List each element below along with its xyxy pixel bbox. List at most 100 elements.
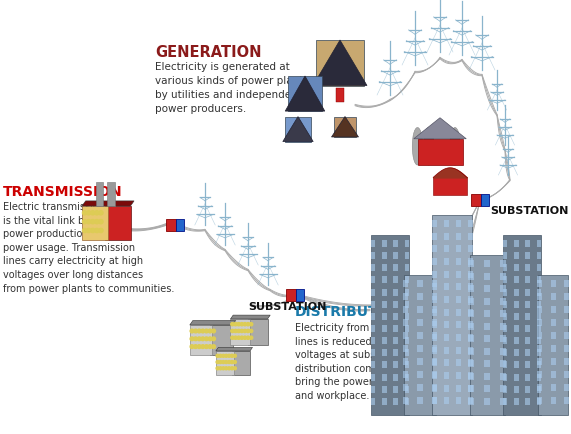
Circle shape: [208, 345, 212, 349]
Circle shape: [190, 337, 194, 341]
Circle shape: [212, 337, 215, 341]
Circle shape: [194, 345, 198, 349]
Bar: [514, 301, 518, 308]
Text: SUBSTATION: SUBSTATION: [490, 206, 568, 216]
Bar: [537, 349, 541, 356]
Bar: [393, 252, 398, 259]
Circle shape: [246, 329, 250, 332]
Bar: [514, 252, 518, 259]
Bar: [405, 374, 409, 381]
Bar: [537, 358, 542, 365]
Bar: [537, 362, 541, 368]
Circle shape: [219, 354, 222, 357]
Bar: [393, 276, 398, 283]
Bar: [468, 372, 472, 379]
Bar: [564, 384, 569, 391]
Bar: [484, 372, 490, 379]
Bar: [403, 306, 408, 313]
Bar: [393, 289, 398, 296]
Bar: [371, 289, 375, 296]
Bar: [500, 335, 506, 342]
Circle shape: [91, 220, 95, 224]
Bar: [468, 321, 472, 329]
Circle shape: [234, 329, 237, 332]
Circle shape: [222, 354, 225, 357]
Bar: [393, 240, 398, 247]
Bar: [484, 398, 490, 404]
Bar: [432, 306, 437, 313]
Bar: [417, 397, 423, 404]
Bar: [537, 264, 541, 271]
Bar: [444, 296, 448, 303]
Polygon shape: [216, 347, 252, 351]
Bar: [371, 325, 375, 332]
Bar: [82, 206, 107, 240]
Bar: [502, 264, 507, 271]
Bar: [514, 289, 518, 296]
Bar: [550, 319, 556, 326]
Circle shape: [243, 329, 247, 332]
Circle shape: [212, 329, 215, 333]
Bar: [405, 264, 409, 271]
Bar: [405, 349, 409, 356]
Bar: [417, 306, 423, 313]
Bar: [456, 220, 460, 227]
Bar: [382, 240, 387, 247]
Bar: [371, 398, 375, 405]
Circle shape: [234, 336, 237, 339]
Text: DISTRIBUTION: DISTRIBUTION: [295, 305, 407, 319]
Bar: [550, 397, 556, 404]
Circle shape: [250, 336, 253, 339]
Bar: [432, 347, 436, 354]
Circle shape: [240, 336, 243, 339]
Bar: [514, 240, 518, 247]
Bar: [417, 319, 423, 326]
Bar: [286, 289, 296, 301]
Bar: [248, 319, 267, 345]
Bar: [382, 313, 387, 320]
Bar: [468, 385, 472, 391]
Circle shape: [234, 361, 236, 364]
Circle shape: [231, 361, 234, 364]
Bar: [468, 296, 472, 303]
Bar: [484, 260, 490, 267]
Bar: [500, 385, 506, 392]
Bar: [288, 76, 322, 111]
Text: Electricity from transmission
lines is reduced to lower
voltages at substations,: Electricity from transmission lines is r…: [295, 323, 441, 401]
Bar: [444, 359, 448, 366]
Bar: [432, 283, 436, 290]
Circle shape: [231, 329, 234, 332]
Bar: [500, 297, 506, 305]
Circle shape: [190, 329, 194, 333]
Bar: [405, 240, 409, 247]
Bar: [456, 385, 460, 391]
Bar: [216, 351, 234, 375]
Bar: [405, 289, 409, 296]
Bar: [371, 301, 375, 308]
Circle shape: [240, 329, 243, 332]
Bar: [484, 360, 490, 367]
Bar: [550, 384, 556, 391]
Circle shape: [216, 361, 219, 364]
Bar: [432, 233, 436, 240]
Bar: [481, 194, 489, 206]
Bar: [403, 319, 408, 326]
Circle shape: [201, 345, 204, 349]
Bar: [382, 349, 387, 356]
Bar: [231, 319, 250, 345]
Bar: [471, 194, 481, 206]
Bar: [393, 325, 398, 332]
Bar: [444, 321, 448, 329]
Bar: [537, 325, 541, 332]
Bar: [514, 325, 518, 332]
Bar: [432, 220, 436, 227]
Bar: [537, 371, 542, 378]
Bar: [468, 233, 472, 240]
Bar: [334, 116, 356, 137]
Bar: [403, 280, 408, 287]
Circle shape: [95, 210, 99, 215]
Circle shape: [95, 220, 99, 224]
Circle shape: [82, 220, 87, 224]
Bar: [403, 397, 408, 404]
Polygon shape: [285, 76, 325, 111]
